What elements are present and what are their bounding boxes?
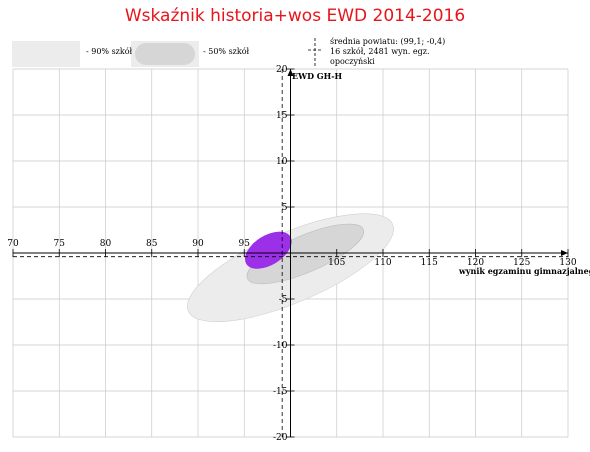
x-tick-label: 125 [513,258,530,268]
x-tick-label: 85 [146,239,158,249]
x-tick-label: 110 [374,258,391,268]
ellipse-50 [246,223,364,285]
y-tick-label: -20 [273,433,288,443]
x-tick-label: 105 [328,258,345,268]
y-axis-arrow [287,69,294,76]
x-tick-label: 115 [421,258,438,268]
x-axis-arrow [561,250,568,256]
legend-mean-line2: 16 szkół, 2481 wyn. egz. [330,47,430,56]
x-tick-label: 130 [559,258,576,268]
y-tick-label: -15 [273,387,288,397]
legend-swatch-50 [135,43,195,65]
x-tick-label: 120 [467,258,484,268]
y-tick-label: 5 [282,203,288,213]
y-tick-label: -5 [279,295,288,305]
y-tick-label: 20 [276,65,288,75]
chart-title: Wskaźnik historia+wos EWD 2014-2016 [124,6,466,26]
legend-label-90: - 90% szkół [86,47,133,56]
legend-mean-line3: opoczyński [330,57,375,66]
y-tick-label: 10 [276,157,288,167]
ellipse-school [244,231,292,269]
y-axis-label: EWD GH-H [292,71,343,81]
y-tick-label: 15 [276,111,288,121]
legend-mean-line1: średnia powiatu: (99,1; -0,4) [330,37,446,46]
legend-swatch-90 [12,41,80,67]
x-tick-label: 80 [100,239,112,249]
x-tick-label: 90 [192,239,204,249]
x-tick-label: 75 [54,239,66,249]
x-tick-label: 95 [239,239,251,249]
x-axis-label: wynik egzaminu gimnazjalnego [458,266,590,276]
legend-label-50: - 50% szkół [203,47,250,56]
y-tick-label: -10 [273,341,288,351]
x-tick-label: 70 [7,239,19,249]
